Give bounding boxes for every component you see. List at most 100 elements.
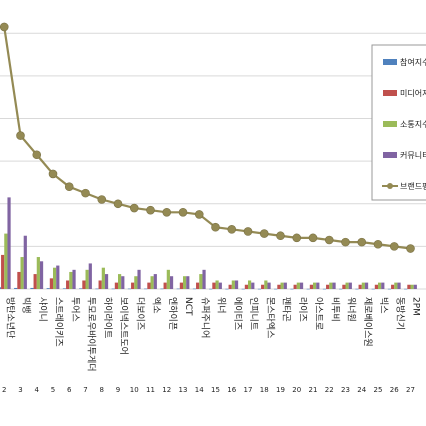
bar <box>378 282 382 289</box>
bar <box>313 282 317 289</box>
bar <box>322 288 327 290</box>
line-point <box>389 242 399 251</box>
bar <box>121 276 125 289</box>
category-label: 몬스타엑스 <box>264 297 276 338</box>
rank-label: 4 <box>35 386 40 394</box>
bar <box>306 288 310 290</box>
category-label: 아스트로 <box>313 297 324 330</box>
bar <box>261 284 265 289</box>
bar <box>387 288 392 290</box>
gridlines <box>0 32 426 290</box>
bar <box>131 282 135 289</box>
line-point <box>16 131 25 140</box>
bar <box>309 284 313 289</box>
line-point <box>341 237 350 247</box>
bar <box>225 288 229 290</box>
bar <box>251 282 255 289</box>
bar <box>371 288 375 290</box>
bar <box>56 265 60 289</box>
bar <box>244 284 248 289</box>
rank-label: 13 <box>179 386 188 394</box>
bar <box>150 276 154 289</box>
category-label: 위너 <box>216 297 227 314</box>
bar <box>361 282 365 289</box>
rank-label: 10 <box>130 386 139 394</box>
rank-label: 6 <box>67 386 72 394</box>
line-point <box>162 207 172 217</box>
bar <box>98 280 102 289</box>
bar <box>163 282 167 289</box>
bar <box>186 276 190 289</box>
line-point <box>178 207 188 217</box>
category-label: 에이티즈 <box>232 297 243 330</box>
bar <box>248 280 252 289</box>
category-label: 라이즈 <box>297 297 308 322</box>
bar <box>169 276 174 289</box>
bar <box>1 254 5 289</box>
bar <box>46 288 50 289</box>
category-label: 보이넥스트도어 <box>118 297 129 355</box>
rank-label: 26 <box>390 386 399 394</box>
bar <box>166 269 170 289</box>
line-point <box>357 237 367 247</box>
bar <box>153 274 157 289</box>
category-label: 엑소 <box>151 297 163 314</box>
legend-swatch <box>383 152 397 158</box>
line-point <box>32 150 42 160</box>
bar <box>66 280 70 289</box>
rank-label: 15 <box>211 386 220 394</box>
line-point <box>194 210 204 219</box>
bar <box>199 274 203 289</box>
legend-label: 미디어지수 <box>400 88 426 98</box>
bar <box>127 288 132 290</box>
category-label: 비투비 <box>329 297 340 322</box>
bar <box>296 282 300 289</box>
legend-label: 커뮤니티지수 <box>400 150 426 160</box>
line-point <box>373 239 383 249</box>
bar <box>114 282 118 289</box>
bar <box>4 233 8 289</box>
line-point <box>64 182 74 192</box>
bar <box>101 267 105 289</box>
bar <box>192 288 197 290</box>
bar <box>299 282 304 289</box>
category-label: 투어스 <box>69 297 80 322</box>
rank-label: 5 <box>51 386 55 394</box>
bar <box>33 274 37 289</box>
bar <box>397 282 401 289</box>
line-point <box>227 225 237 234</box>
bar <box>53 267 57 289</box>
rank-label: 17 <box>244 386 253 394</box>
legend-label: 브랜드평판지수 <box>400 181 426 191</box>
legend-frame <box>371 44 426 201</box>
bar <box>0 287 2 289</box>
category-label: 인피니트 <box>248 297 259 330</box>
bar <box>218 282 222 289</box>
rank-label: 18 <box>260 386 269 394</box>
bar <box>355 288 359 290</box>
bar <box>183 276 187 289</box>
bar <box>17 271 21 289</box>
bar-series-group <box>0 197 417 290</box>
rank-label: 25 <box>374 386 383 394</box>
bar <box>137 269 141 289</box>
category-label: 제로베이스원 <box>362 297 373 347</box>
line-point <box>259 229 269 238</box>
category-label: 스트레이키즈 <box>53 297 64 347</box>
legend: 참여지수미디어지수소통지수커뮤니티지수브랜드평판지수 <box>371 44 426 201</box>
line-point <box>292 233 302 243</box>
category-label: 투모로우바이투게더 <box>86 297 97 372</box>
line-series-group <box>0 22 415 253</box>
category-label: 2PM <box>411 297 421 316</box>
line-point <box>308 233 318 243</box>
category-label: 동방신기 <box>394 297 405 330</box>
legend-swatch <box>383 121 397 127</box>
bar <box>160 288 164 290</box>
line-point <box>211 222 220 232</box>
category-label: 펜타곤 <box>281 297 292 322</box>
rank-label: 14 <box>195 386 204 394</box>
bar <box>14 287 18 289</box>
line-point <box>0 22 9 32</box>
bar <box>111 288 115 290</box>
bar <box>293 284 297 289</box>
